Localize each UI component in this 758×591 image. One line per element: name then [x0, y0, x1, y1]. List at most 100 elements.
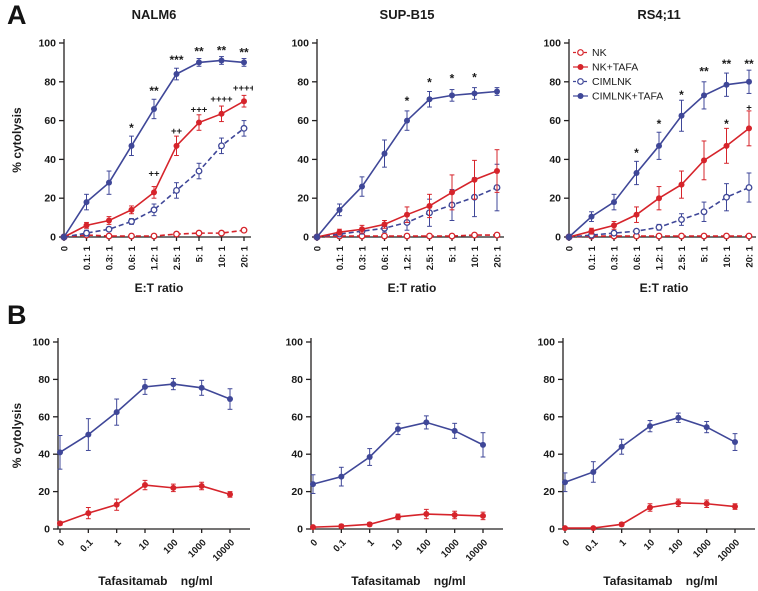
x-tick-label: 20: 1 [745, 245, 756, 267]
significance-marker: * [657, 117, 662, 131]
panel-b-label: B [7, 300, 27, 330]
chart-a-nalm6: 0 20 40 60 80 100 0 0.1: 1 0.3: 1 0.6: 1 1.2: 1 2.5… [10, 7, 253, 295]
significance-marker: ++++ [210, 94, 233, 105]
series-NK+TAFA [566, 110, 752, 240]
x-tick-label: 0.1 [583, 537, 601, 555]
x-tick-labels: 0 0.1 1 10 100 1000 10000 [56, 537, 238, 564]
significance-marker: * [405, 94, 410, 108]
y-tick-label: 40 [297, 154, 309, 166]
series-NK+TAFA [61, 94, 247, 240]
x-tick-label: 2.5: 1 [172, 245, 183, 270]
x-tick-label: 1 [365, 537, 377, 549]
series-markers [566, 78, 752, 240]
x-tick-labels: 0 0.1: 1 0.3: 1 0.6: 1 1.2: 1 2.5: 1 5: 1 10: 1… [565, 245, 756, 270]
legend: NK NK+TAFA CIMLNK CIMLNK+TAFA [573, 47, 663, 103]
y-tick-labels: 0 20 40 60 80 100 [537, 337, 555, 536]
y-tick-label: 20 [44, 193, 56, 205]
series-CIMLNK+TAFA [562, 412, 738, 493]
error-bars [57, 377, 233, 470]
x-tick-label: 10 [642, 537, 657, 552]
significance-marker: * [427, 75, 432, 89]
y-tick-label: 40 [549, 154, 561, 166]
x-tick-label: 0.1 [78, 537, 96, 555]
y-tick-label: 60 [297, 115, 309, 127]
significance-marker: ++++ [233, 83, 253, 94]
x-tick-label: 10: 1 [470, 245, 481, 267]
x-tick-label: 0.3: 1 [358, 245, 369, 270]
series-markers [60, 124, 248, 241]
y-tick-labels: 0 20 40 60 80 100 [291, 38, 309, 244]
series-markers [310, 419, 486, 488]
y-tick-label: 40 [44, 154, 56, 166]
significance-marker: +++ [191, 104, 208, 115]
y-tick-label: 0 [303, 232, 309, 244]
x-tick-label: 10 [137, 537, 152, 552]
x-tick-label: 20: 1 [493, 245, 504, 267]
significance-marker: ** [744, 57, 754, 71]
x-tick-label: 20: 1 [240, 245, 251, 267]
x-tick-label: 1000 [186, 537, 209, 560]
x-tick-label: 5: 1 [448, 245, 459, 262]
x-tick-label: 0 [561, 537, 573, 549]
panel-a-label: A [7, 0, 27, 30]
y-tick-label: 80 [297, 76, 309, 88]
significance-marker: ** [217, 43, 227, 57]
x-tick-label: 0 [60, 246, 71, 251]
y-tick-label: 80 [38, 374, 50, 386]
significance-marker: *** [169, 53, 183, 67]
series-CIMLNK [60, 120, 248, 241]
series-CIMLNK+TAFA [310, 415, 486, 494]
x-axis-label: E:T ratio [135, 281, 184, 295]
y-tick-label: 20 [549, 193, 561, 205]
x-tick-label: 100 [161, 537, 180, 556]
x-tick-label: 0 [565, 246, 576, 251]
series-markers [562, 414, 738, 486]
chart-title: SUP-B15 [380, 7, 435, 22]
chart-a-sup-b15: 0 20 40 60 80 100 0 0.1: 1 0.3: 1 0.6: 1 1.2: 1 2.5… [291, 7, 504, 295]
x-tick-label: 0.1: 1 [587, 245, 598, 270]
x-tick-label: 10: 1 [722, 245, 733, 267]
x-tick-label: 1.2: 1 [655, 245, 666, 270]
x-tick-label: 10000 [211, 537, 237, 563]
x-tick-label: 2.5: 1 [677, 245, 688, 270]
y-tick-labels: 0 20 40 60 80 100 [543, 38, 561, 244]
legend-label: NK [592, 47, 607, 59]
y-tick-label: 60 [543, 411, 555, 423]
y-tick-label: 20 [297, 193, 309, 205]
series-NK+TAFA [310, 508, 486, 531]
y-tick-label: 0 [549, 524, 555, 536]
y-axis-label: % cytolysis [10, 402, 24, 468]
x-tick-label: 10000 [464, 537, 490, 563]
x-axis-label: Tafasitamab ng/ml [603, 574, 717, 588]
significance-marker: * [634, 146, 639, 160]
y-tick-label: 40 [543, 449, 555, 461]
y-tick-label: 20 [543, 486, 555, 498]
y-tick-label: 80 [44, 76, 56, 88]
y-tick-label: 60 [38, 411, 50, 423]
chart-title: RS4;11 [637, 7, 680, 22]
axes [558, 338, 755, 533]
significance-marker: ++ [148, 168, 160, 179]
series-CIMLNK [313, 163, 501, 241]
y-tick-labels: 0 20 40 60 80 100 [38, 38, 56, 244]
x-tick-label: 0.1 [331, 537, 349, 555]
chart-a-rs4-11: 0 20 40 60 80 100 0 0.1: 1 0.3: 1 0.6: 1 1.2: 1 2.5… [543, 7, 756, 295]
x-tick-label: 1000 [691, 537, 714, 560]
series-CIMLNK+TAFA [566, 69, 752, 240]
y-tick-label: 80 [291, 374, 303, 386]
series-line [63, 127, 245, 238]
series-markers [61, 57, 247, 240]
y-tick-label: 100 [32, 337, 50, 349]
series-markers [61, 98, 247, 240]
series-line [59, 484, 231, 525]
y-tick-label: 0 [555, 232, 561, 244]
significance-marker: * [129, 121, 134, 135]
x-tick-label: 1 [112, 537, 124, 549]
x-tick-label: 0.3: 1 [105, 245, 116, 270]
significance-marker: * [679, 88, 684, 102]
x-tick-labels: 0 0.1: 1 0.3: 1 0.6: 1 1.2: 1 2.5: 1 5: 1 10: 1… [313, 245, 504, 270]
series-NK+TAFA [314, 149, 500, 240]
